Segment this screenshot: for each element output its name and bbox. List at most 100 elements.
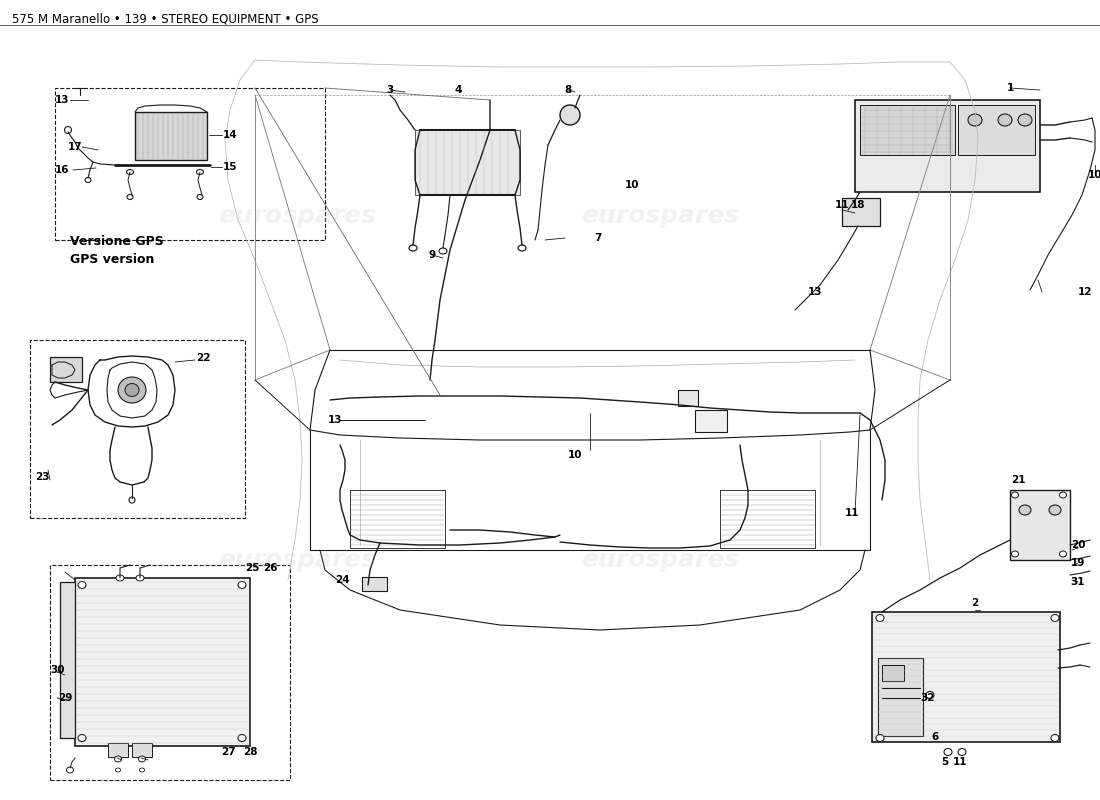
Ellipse shape	[1049, 505, 1061, 515]
Text: 2: 2	[971, 598, 979, 608]
Text: 25: 25	[244, 563, 260, 573]
Bar	[1010, 490, 1070, 560]
Bar	[362, 577, 387, 591]
Ellipse shape	[1012, 492, 1019, 498]
Ellipse shape	[968, 114, 982, 126]
Ellipse shape	[238, 582, 246, 589]
Text: eurospares: eurospares	[218, 548, 376, 572]
Text: 9: 9	[428, 250, 436, 260]
Ellipse shape	[518, 245, 526, 251]
Ellipse shape	[409, 245, 417, 251]
Ellipse shape	[126, 194, 133, 199]
Ellipse shape	[85, 178, 91, 182]
Ellipse shape	[139, 756, 145, 762]
Ellipse shape	[926, 691, 934, 698]
Text: 17: 17	[68, 142, 82, 152]
Bar	[108, 743, 128, 757]
Text: 11: 11	[845, 508, 859, 518]
Bar	[415, 130, 520, 195]
Ellipse shape	[118, 377, 146, 403]
Text: 30: 30	[51, 665, 65, 675]
Text: 6: 6	[932, 732, 938, 742]
Text: 14: 14	[222, 130, 238, 140]
Text: 29: 29	[58, 693, 73, 703]
Bar	[882, 665, 904, 681]
Text: 12: 12	[1078, 287, 1092, 297]
Text: 13: 13	[55, 95, 69, 105]
Text: 10: 10	[1088, 170, 1100, 180]
Bar	[695, 410, 727, 432]
Ellipse shape	[1050, 734, 1059, 742]
Ellipse shape	[197, 170, 204, 174]
Ellipse shape	[197, 194, 204, 199]
Text: eurospares: eurospares	[218, 204, 376, 228]
Text: 8: 8	[564, 85, 572, 95]
Text: 7: 7	[594, 233, 602, 243]
Text: 18: 18	[850, 200, 866, 210]
Text: 28: 28	[243, 747, 257, 757]
Text: 32: 32	[921, 693, 935, 703]
Text: eurospares: eurospares	[581, 548, 739, 572]
Bar	[842, 198, 880, 226]
Ellipse shape	[1018, 114, 1032, 126]
Text: 22: 22	[196, 353, 210, 363]
Bar	[60, 582, 75, 738]
Ellipse shape	[238, 734, 246, 742]
Text: eurospares: eurospares	[581, 204, 739, 228]
Ellipse shape	[1059, 492, 1067, 498]
Bar	[132, 743, 152, 757]
Bar	[50, 565, 290, 780]
Text: 27: 27	[221, 747, 235, 757]
Ellipse shape	[140, 768, 144, 772]
Text: 19: 19	[1070, 558, 1086, 568]
Text: 23: 23	[35, 472, 50, 482]
Text: Versione GPS
GPS version: Versione GPS GPS version	[70, 235, 164, 266]
Ellipse shape	[560, 105, 580, 125]
Text: 15: 15	[222, 162, 238, 172]
Bar	[860, 105, 955, 155]
Ellipse shape	[998, 114, 1012, 126]
Ellipse shape	[1059, 551, 1067, 557]
Bar	[55, 88, 324, 240]
Ellipse shape	[439, 248, 447, 254]
Text: 16: 16	[55, 165, 69, 175]
Text: 5: 5	[942, 757, 948, 767]
Bar	[75, 578, 250, 746]
Text: 24: 24	[334, 575, 350, 585]
Ellipse shape	[944, 749, 952, 755]
Ellipse shape	[116, 575, 124, 581]
Text: 31: 31	[1070, 577, 1086, 587]
Text: 13: 13	[328, 415, 342, 425]
Ellipse shape	[78, 582, 86, 589]
Text: 13: 13	[807, 287, 823, 297]
Bar	[855, 100, 1040, 192]
Ellipse shape	[114, 756, 121, 762]
Ellipse shape	[876, 614, 884, 622]
Text: 21: 21	[1011, 475, 1025, 485]
Ellipse shape	[1050, 614, 1059, 622]
Ellipse shape	[78, 734, 86, 742]
Text: 3: 3	[386, 85, 394, 95]
Ellipse shape	[1012, 551, 1019, 557]
Text: 575 M Maranello • 139 • STEREO EQUIPMENT • GPS: 575 M Maranello • 139 • STEREO EQUIPMENT…	[12, 12, 319, 25]
Ellipse shape	[958, 749, 966, 755]
Bar	[878, 658, 923, 736]
Text: 11: 11	[835, 200, 849, 210]
Ellipse shape	[136, 575, 144, 581]
Bar	[50, 357, 82, 382]
Text: 4: 4	[454, 85, 462, 95]
Ellipse shape	[126, 170, 133, 174]
Text: 10: 10	[625, 180, 639, 190]
Bar	[872, 612, 1060, 742]
Bar	[30, 340, 245, 518]
Text: 11: 11	[953, 757, 967, 767]
Text: 1: 1	[1006, 83, 1013, 93]
Text: 26: 26	[263, 563, 277, 573]
Bar	[678, 390, 698, 406]
Text: 20: 20	[1070, 540, 1086, 550]
Bar	[958, 105, 1035, 155]
Ellipse shape	[1019, 505, 1031, 515]
Ellipse shape	[116, 768, 121, 772]
Ellipse shape	[66, 767, 74, 773]
Ellipse shape	[876, 734, 884, 742]
